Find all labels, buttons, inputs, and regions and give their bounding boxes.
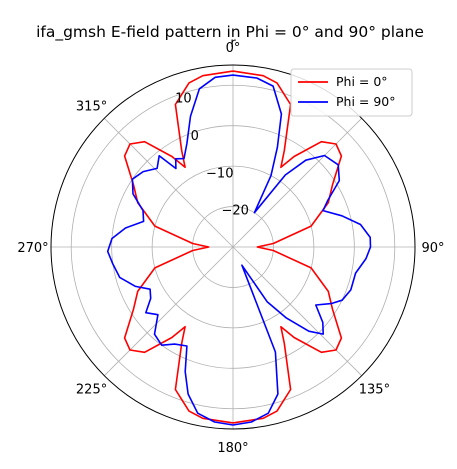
angle-tick-label: 0° (226, 41, 241, 56)
radial-tick-label: 0 (191, 129, 199, 144)
legend-frame (290, 68, 413, 117)
polar-frame (50, 64, 416, 430)
overlay-label: r (230, 36, 236, 51)
radial-tick-label: −10 (206, 166, 233, 181)
series-layer (106, 70, 372, 426)
angle-tick-label: 135° (359, 382, 390, 397)
polar-grid (50, 64, 416, 430)
angle-tick-labels: 0° 90° 135° 180° 225° 270° 315° (17, 41, 444, 456)
angle-tick-label: 270° (17, 241, 48, 256)
radial-tick-label: −20 (222, 204, 249, 219)
angular-gridline (232, 118, 362, 248)
angular-gridline (104, 246, 234, 376)
series-line-phi90 (106, 74, 372, 426)
legend-label-phi90: Phi = 90° (336, 94, 396, 109)
angle-tick-label: 315° (76, 100, 107, 115)
angle-tick-label: 90° (421, 241, 444, 256)
angular-gridline (232, 246, 362, 376)
legend: Phi = 0° Phi = 90° (290, 68, 413, 117)
radial-tick-labels: −20 −10 0 10 (175, 92, 249, 219)
radial-tick-label: 10 (175, 92, 192, 107)
angular-gridline (104, 118, 234, 248)
chart-title: ifa_gmsh E-field pattern in Phi = 0° and… (36, 23, 424, 42)
legend-label-phi0: Phi = 0° (336, 74, 388, 89)
angle-tick-label: 225° (76, 382, 107, 397)
angle-tick-label: 180° (217, 441, 248, 456)
